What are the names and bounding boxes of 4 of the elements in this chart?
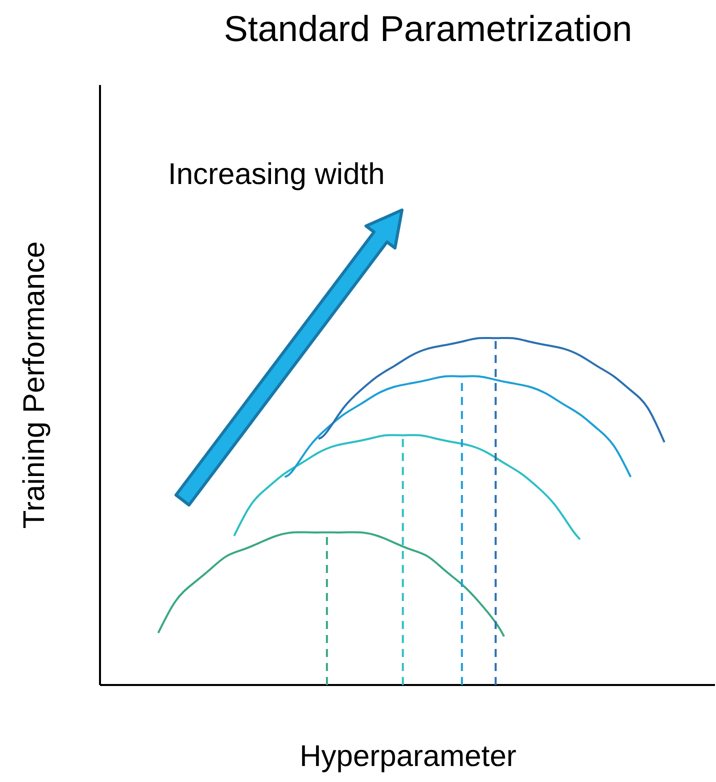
y-axis-title: Training Performance [18,241,52,529]
x-axis-title: Hyperparameter [298,740,518,774]
chart-title: Standard Parametrization [222,8,634,50]
text: Increasing width [168,158,385,192]
